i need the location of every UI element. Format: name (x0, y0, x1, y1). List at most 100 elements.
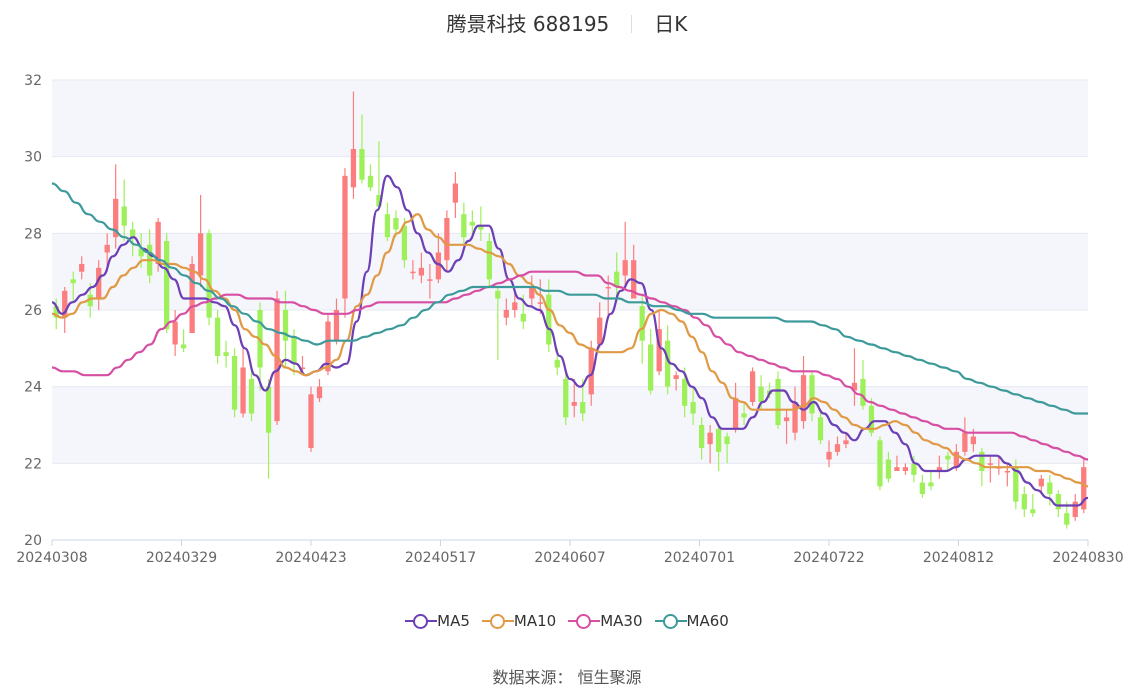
candle-body (308, 394, 314, 448)
candle-body (113, 198, 119, 238)
candle-body (291, 336, 297, 364)
plot-band (52, 80, 1088, 157)
candle-body (826, 451, 832, 460)
candle-body (333, 310, 340, 341)
x-tick-label: 20240812 (923, 550, 994, 566)
candle-body (359, 149, 365, 180)
candle-body (698, 425, 705, 448)
candle-body (877, 440, 883, 487)
candle-body (206, 233, 212, 318)
candle-body (732, 398, 739, 429)
legend-item-ma5[interactable]: MA5 (405, 612, 470, 630)
candle-body (70, 279, 76, 284)
candle-body (911, 463, 917, 475)
y-tick-label: 32 (24, 73, 42, 89)
candle-body (614, 271, 620, 287)
y-tick-label: 30 (24, 150, 42, 166)
candle-body (843, 440, 849, 445)
ma-line-ma5 (51, 174, 1089, 507)
candle-body (316, 386, 323, 399)
candle-body (605, 287, 611, 289)
x-tick-label: 20240308 (16, 550, 87, 566)
candle-body (410, 271, 416, 274)
candle-body (367, 175, 374, 188)
ma-lines (51, 174, 1089, 507)
candle-body (860, 379, 866, 406)
candle-body (537, 302, 543, 304)
candle-body (529, 287, 535, 299)
candle-body (79, 264, 85, 272)
candle-body (130, 229, 136, 238)
candle-body (936, 467, 943, 471)
candle-body (1055, 494, 1061, 510)
candle-body (486, 241, 492, 280)
candle-body (979, 451, 985, 471)
legend-item-ma60[interactable]: MA60 (654, 612, 729, 630)
legend-label: MA30 (600, 612, 643, 630)
candle-body (834, 444, 841, 452)
candle-body (299, 367, 306, 369)
candle-body (87, 294, 93, 307)
candle-body (461, 214, 467, 238)
y-axis: 20 22 24 26 28 30 32 (24, 73, 42, 549)
candle-body (452, 183, 458, 203)
candle-body (164, 241, 170, 330)
candle-body (1047, 482, 1053, 494)
candle-body (580, 402, 586, 414)
candle-body (919, 482, 926, 494)
candle-body (817, 417, 824, 441)
candle-body (1081, 467, 1087, 510)
candle-body (639, 306, 645, 341)
ma-line-ma10 (51, 213, 1089, 488)
candle-body (265, 386, 272, 433)
y-tick-label: 28 (24, 226, 42, 242)
data-source: 数据来源： 恒生聚源 (492, 668, 642, 687)
candle-body (563, 379, 569, 418)
x-tick-label: 20240722 (793, 550, 864, 566)
legend-marker-icon (405, 614, 438, 629)
candle-body (197, 233, 204, 276)
candle-body (96, 267, 102, 299)
candle-body (231, 356, 238, 410)
candle-body (248, 379, 255, 414)
candle-body (469, 221, 475, 226)
legend-label: MA10 (513, 612, 557, 630)
candle-body (690, 402, 696, 414)
legend-item-ma10[interactable]: MA10 (481, 612, 557, 630)
candle-body (1064, 513, 1070, 525)
candle-body (1072, 501, 1078, 517)
legend: MA5 MA10 MA30 MA60 (0, 612, 1134, 630)
candle-body (435, 252, 442, 280)
candle-body (427, 279, 433, 281)
candle-body (953, 451, 960, 468)
candle-body (155, 221, 161, 264)
chart-title: 腾景科技 688195 (446, 12, 610, 36)
candle-body (1021, 494, 1027, 510)
candle-body (622, 260, 628, 276)
candle-body (682, 379, 688, 406)
candle-body (749, 371, 756, 402)
candle-body (172, 321, 178, 345)
candle-body (792, 402, 798, 433)
legend-item-ma30[interactable]: MA30 (568, 612, 643, 630)
candle-body (495, 290, 501, 299)
candle-body (418, 267, 425, 276)
candle-body (350, 149, 357, 188)
candle-body (274, 298, 280, 422)
legend-label: MA60 (686, 612, 729, 630)
candle-body (885, 459, 892, 479)
candle-body (520, 313, 526, 322)
candle-body (851, 382, 858, 391)
candle-body (180, 344, 187, 349)
candle-body (512, 302, 518, 310)
candle-body (138, 248, 144, 257)
candle-body (970, 436, 976, 445)
legend-label: MA5 (437, 612, 470, 630)
x-tick-label: 20240423 (275, 550, 346, 566)
candle-body (214, 317, 221, 356)
candle-body (376, 195, 382, 207)
candle-body (1038, 478, 1044, 487)
candle-body (444, 218, 450, 261)
candle-body (393, 218, 399, 230)
